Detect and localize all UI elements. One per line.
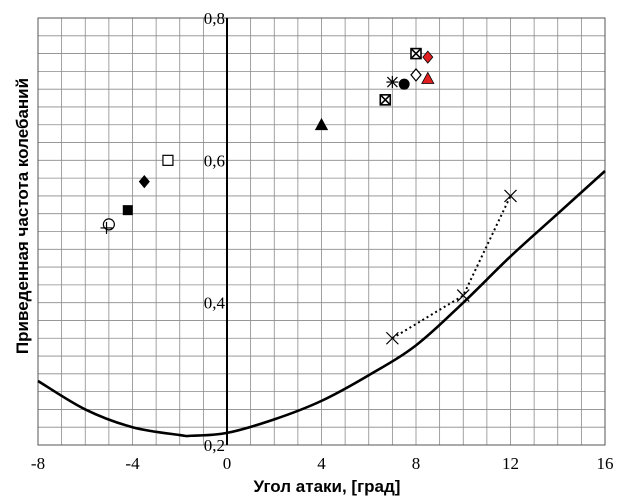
- marker-shape: [422, 50, 434, 64]
- curve-layer: [37, 170, 606, 438]
- data-point-boxed-x: [410, 47, 422, 60]
- y-tick-label: 0,4: [204, 294, 226, 313]
- x-tick-label: 12: [502, 454, 519, 473]
- data-point-filled-square: [122, 205, 133, 216]
- y-tick-label: 0,6: [204, 151, 225, 170]
- data-point-open-diamond: [410, 67, 422, 82]
- marker-shape: [314, 117, 329, 131]
- dotted-series-point: [456, 289, 470, 302]
- x-marker-stroke: [504, 189, 517, 203]
- marker-shape: [410, 67, 422, 82]
- marker-layer: [100, 47, 435, 234]
- grid: [37, 17, 606, 446]
- tick-label-layer: -8 -4 0 4 8 12 16 0,2 0,4 0,6 0,8: [31, 9, 614, 473]
- x-axis-title: Угол атаки, [град]: [254, 477, 401, 496]
- marker-shape: [379, 94, 391, 106]
- marker-shape: [138, 175, 150, 189]
- dotted-series-point: [385, 331, 399, 345]
- marker-shape: [122, 205, 133, 216]
- curve-line: [37, 170, 606, 438]
- data-point-open-square: [162, 154, 174, 166]
- data-point-filled-circle: [398, 78, 410, 90]
- dotted-series-line: [391, 195, 512, 340]
- x-tick-label: 0: [223, 454, 232, 473]
- x-marker-stroke: [385, 331, 399, 345]
- y-tick-label: 0,2: [204, 436, 225, 455]
- marker-shape: [421, 71, 435, 84]
- dotted-series-layer: [385, 189, 517, 345]
- data-point-plus: [100, 221, 113, 234]
- data-point-filled-diamond: [138, 175, 150, 189]
- data-point-filled-triangle: [421, 71, 435, 84]
- x-tick-label: 16: [597, 454, 614, 473]
- data-point-filled-diamond: [422, 50, 434, 64]
- y-tick-label: 0,8: [204, 9, 225, 28]
- marker-shape: [410, 48, 422, 60]
- x-marker-stroke: [456, 289, 470, 302]
- x-tick-label: -4: [125, 454, 140, 473]
- marker-shape: [162, 154, 174, 166]
- y-axis-title: Приведенная частота колебаний: [13, 78, 32, 354]
- dotted-series-point: [504, 189, 517, 203]
- x-tick-label: -8: [31, 454, 45, 473]
- marker-shape: [398, 78, 410, 90]
- x-tick-label: 8: [412, 454, 421, 473]
- data-point-star: [386, 76, 399, 89]
- x-tick-label: 4: [317, 454, 326, 473]
- data-point-filled-triangle: [314, 117, 329, 131]
- data-point-boxed-x: [379, 94, 392, 106]
- plot-frame: [37, 17, 606, 446]
- marker-shape: [386, 76, 398, 88]
